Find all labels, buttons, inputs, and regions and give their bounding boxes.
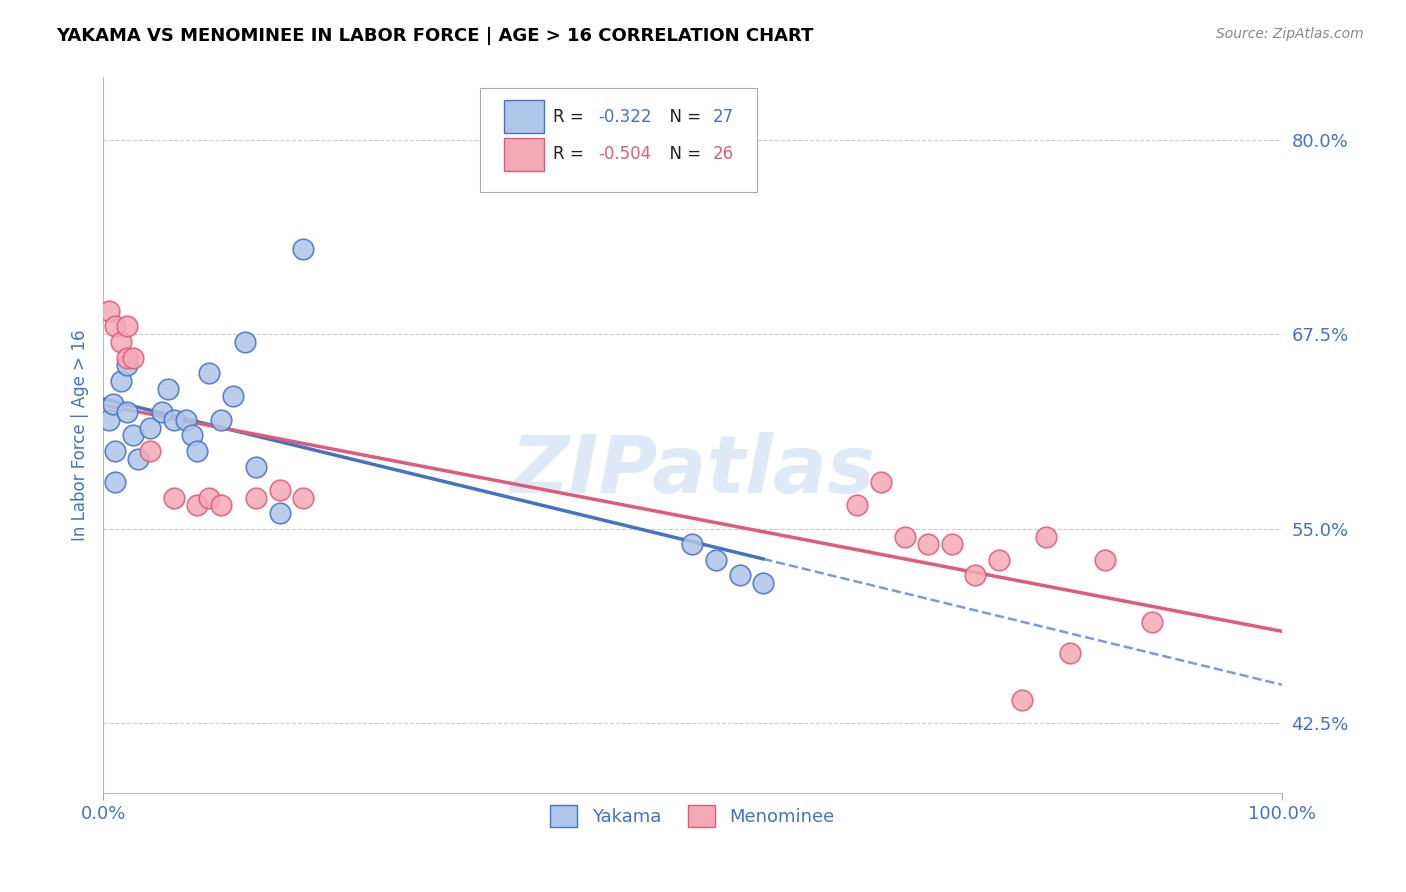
Point <box>121 428 143 442</box>
Point <box>1011 693 1033 707</box>
Text: N =: N = <box>659 145 707 163</box>
Point <box>292 491 315 505</box>
Point <box>681 537 703 551</box>
Point <box>704 553 727 567</box>
Point <box>139 444 162 458</box>
Point <box>870 475 893 489</box>
Text: -0.322: -0.322 <box>598 108 651 126</box>
Y-axis label: In Labor Force | Age > 16: In Labor Force | Age > 16 <box>72 330 89 541</box>
Point <box>156 382 179 396</box>
Text: R =: R = <box>554 145 595 163</box>
Point <box>752 576 775 591</box>
Point <box>104 319 127 334</box>
Point <box>1059 646 1081 660</box>
Point <box>1035 530 1057 544</box>
Text: YAKAMA VS MENOMINEE IN LABOR FORCE | AGE > 16 CORRELATION CHART: YAKAMA VS MENOMINEE IN LABOR FORCE | AGE… <box>56 27 814 45</box>
FancyBboxPatch shape <box>503 100 544 133</box>
Point <box>127 451 149 466</box>
Point <box>98 304 121 318</box>
Point <box>104 475 127 489</box>
Point <box>1094 553 1116 567</box>
Point <box>115 405 138 419</box>
FancyBboxPatch shape <box>481 88 758 192</box>
Point <box>101 397 124 411</box>
Point <box>941 537 963 551</box>
Text: Source: ZipAtlas.com: Source: ZipAtlas.com <box>1216 27 1364 41</box>
Text: 26: 26 <box>713 145 734 163</box>
Text: R =: R = <box>554 108 595 126</box>
Text: N =: N = <box>659 108 707 126</box>
Text: ZIPatlas: ZIPatlas <box>510 433 875 510</box>
Point <box>163 413 186 427</box>
Point <box>269 506 291 520</box>
Point <box>163 491 186 505</box>
Point <box>115 319 138 334</box>
Point <box>987 553 1010 567</box>
Point <box>110 334 132 349</box>
Point <box>728 568 751 582</box>
Point <box>110 374 132 388</box>
Text: -0.504: -0.504 <box>598 145 651 163</box>
Point <box>245 491 267 505</box>
Point <box>150 405 173 419</box>
Point <box>209 413 232 427</box>
Point <box>917 537 939 551</box>
Point <box>98 413 121 427</box>
Point <box>186 444 208 458</box>
Point <box>121 351 143 365</box>
Point <box>965 568 987 582</box>
Point <box>186 499 208 513</box>
Point <box>139 420 162 434</box>
Point <box>233 334 256 349</box>
Text: 27: 27 <box>713 108 734 126</box>
Point <box>269 483 291 497</box>
Point <box>180 428 202 442</box>
Point <box>174 413 197 427</box>
Point <box>115 359 138 373</box>
Point <box>222 389 245 403</box>
Point <box>198 491 221 505</box>
Point <box>846 499 869 513</box>
Point <box>245 459 267 474</box>
Point <box>292 242 315 256</box>
Point <box>198 366 221 380</box>
Point <box>209 499 232 513</box>
Point <box>115 351 138 365</box>
Point <box>1140 615 1163 629</box>
FancyBboxPatch shape <box>503 137 544 170</box>
Legend: Yakama, Menominee: Yakama, Menominee <box>543 798 842 834</box>
Point <box>104 444 127 458</box>
Point <box>893 530 915 544</box>
